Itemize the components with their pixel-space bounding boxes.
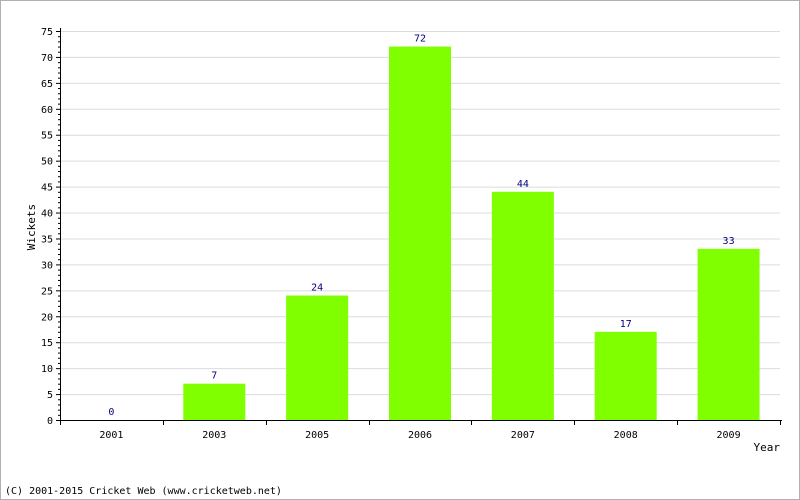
x-tick-label: 2005 — [305, 430, 329, 441]
x-tick-label: 2003 — [202, 430, 226, 441]
y-axis-ticks: 0 5 10 15 20 25 30 35 40 45 50 55 60 65 70 75 — [41, 27, 60, 427]
y-tick-label: 5 — [47, 390, 53, 401]
y-tick-label: 55 — [41, 131, 53, 142]
data-label: 7 — [211, 371, 217, 382]
x-axis-ticks: 2001 2003 2005 2006 2007 2008 2009 — [60, 420, 781, 441]
y-tick-label: 70 — [41, 53, 53, 64]
copyright-footer: (C) 2001-2015 Cricket Web (www.cricketwe… — [5, 486, 282, 497]
x-tick-label: 2007 — [511, 430, 535, 441]
bars — [183, 46, 760, 421]
y-tick-label: 20 — [41, 312, 53, 323]
bar-2005 — [286, 295, 349, 420]
data-label: 44 — [517, 179, 529, 190]
y-tick-label: 75 — [41, 27, 53, 38]
y-tick-label: 45 — [41, 183, 53, 194]
x-tick-label: 2006 — [408, 430, 432, 441]
bar-2008 — [594, 331, 657, 420]
bar-2009 — [697, 248, 760, 420]
y-tick-label: 15 — [41, 338, 53, 349]
x-tick-label: 2009 — [717, 430, 741, 441]
x-tick-label: 2001 — [99, 430, 123, 441]
y-tick-label: 60 — [41, 105, 53, 116]
data-label: 33 — [723, 236, 735, 247]
y-tick-label: 50 — [41, 157, 53, 168]
y-tick-label: 35 — [41, 234, 53, 245]
y-tick-label: 0 — [47, 416, 53, 427]
bar-2003 — [183, 383, 246, 420]
y-tick-label: 10 — [41, 364, 53, 375]
data-label: 72 — [414, 34, 426, 45]
y-axis-label: Wickets — [25, 204, 38, 250]
data-label: 24 — [311, 283, 323, 294]
data-label: 0 — [108, 407, 114, 418]
y-tick-label: 40 — [41, 209, 53, 220]
bar-2007 — [491, 191, 554, 420]
y-tick-label: 25 — [41, 286, 53, 297]
x-axis-label: Year — [754, 441, 781, 454]
data-labels: 0 7 24 72 44 17 33 — [108, 34, 734, 418]
x-tick-label: 2008 — [614, 430, 638, 441]
data-label: 17 — [620, 319, 632, 330]
y-tick-label: 30 — [41, 260, 53, 271]
wickets-bar-chart: 0 5 10 15 20 25 30 35 40 45 50 55 60 65 70 75 0 7 24 72 44 1… — [25, 27, 782, 454]
bar-2006 — [389, 46, 451, 421]
y-tick-label: 65 — [41, 79, 53, 90]
